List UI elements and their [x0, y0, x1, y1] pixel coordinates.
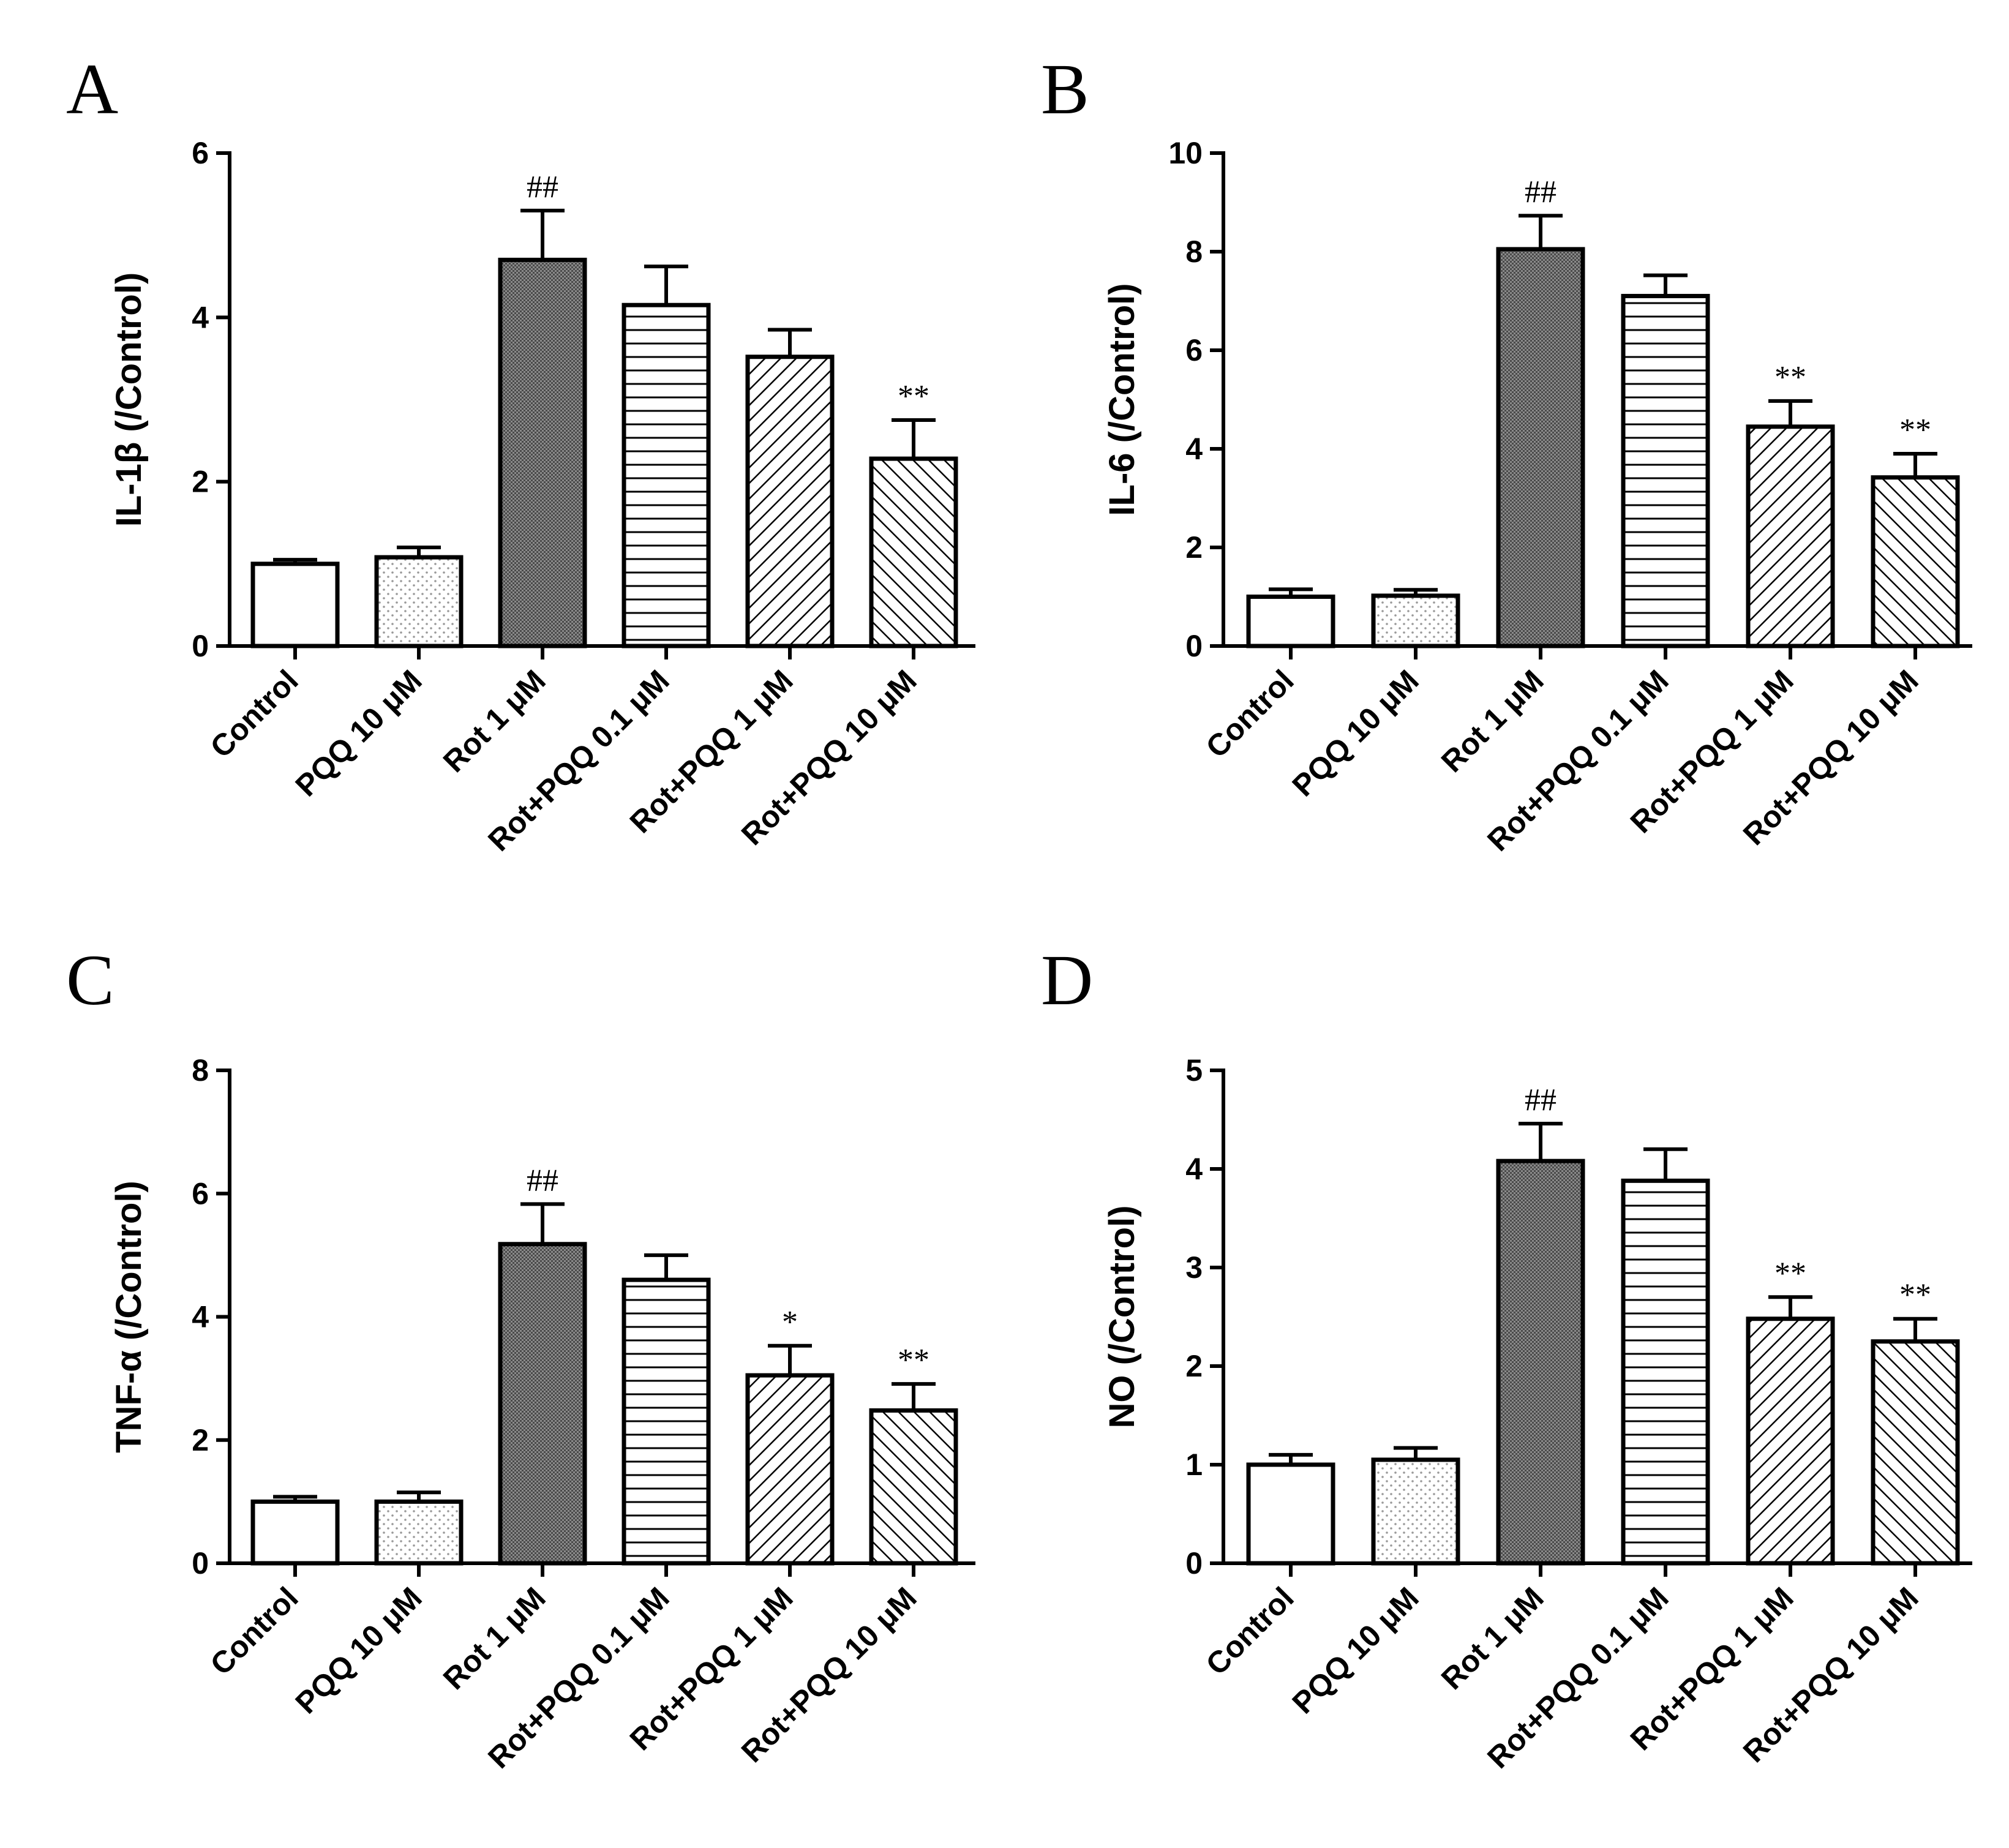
y-tick-label: 8 — [192, 1053, 209, 1087]
y-tick-label: 6 — [192, 1176, 209, 1211]
bar — [1246, 595, 1335, 648]
y-tick-label: 4 — [192, 300, 209, 334]
bar — [621, 302, 711, 648]
bar — [1496, 247, 1585, 648]
y-tick-label: 8 — [1185, 235, 1203, 269]
x-tick-label: PQQ 10 μM — [1286, 663, 1425, 803]
x-tick-label: Control — [204, 663, 305, 764]
y-tick-label: 0 — [1185, 1546, 1203, 1580]
bar — [1871, 1339, 1960, 1566]
y-tick-label: 4 — [1185, 432, 1203, 466]
y-tick-label: 3 — [1185, 1250, 1203, 1285]
y-tick-label: 2 — [192, 465, 209, 499]
significance-label: ## — [527, 170, 558, 205]
significance-label: ## — [1525, 175, 1557, 209]
bar — [374, 555, 464, 648]
bar — [1371, 1457, 1460, 1566]
y-tick-label: 1 — [1185, 1448, 1203, 1482]
panel-letter: A — [66, 49, 118, 129]
bar — [745, 355, 835, 648]
bar — [1621, 1178, 1710, 1566]
bar — [745, 1373, 835, 1566]
significance-label: ** — [1899, 413, 1931, 448]
significance-label: ** — [898, 1343, 929, 1378]
y-axis-title: IL-1β (/Control) — [109, 272, 149, 527]
y-tick-label: 2 — [1185, 530, 1203, 565]
panel-letter: D — [1041, 940, 1093, 1020]
y-axis-title: NO (/Control) — [1102, 1205, 1142, 1428]
y-tick-label: 0 — [1185, 629, 1203, 663]
y-tick-label: 0 — [192, 629, 209, 663]
bar — [1746, 1317, 1835, 1566]
x-tick-label: PQQ 10 μM — [289, 1580, 429, 1720]
x-tick-label: PQQ 10 μM — [1286, 1580, 1425, 1720]
x-tick-label: PQQ 10 μM — [289, 663, 429, 803]
significance-label: ** — [1774, 1256, 1806, 1291]
bar — [250, 562, 340, 648]
bar — [1871, 475, 1960, 648]
x-tick-label: Control — [1200, 1580, 1301, 1681]
y-axis-title: IL-6 (/Control) — [1102, 283, 1142, 516]
x-tick-label: Rot 1 μM — [437, 1580, 552, 1696]
significance-label: ** — [898, 379, 929, 414]
y-tick-label: 6 — [1185, 333, 1203, 367]
bar — [1246, 1462, 1335, 1566]
bar — [374, 1499, 464, 1566]
bar — [869, 456, 958, 648]
panel-letter: B — [1041, 49, 1089, 129]
significance-label: ** — [1774, 360, 1806, 395]
bar — [869, 1408, 958, 1566]
bar — [250, 1499, 340, 1566]
x-tick-label: Rot 1 μM — [1435, 1580, 1550, 1696]
y-tick-label: 0 — [192, 1546, 209, 1580]
x-tick-label: Rot 1 μM — [437, 663, 552, 779]
x-tick-label: Control — [1200, 663, 1301, 764]
y-tick-label: 10 — [1168, 136, 1203, 170]
y-tick-label: 2 — [192, 1423, 209, 1457]
bar — [1621, 293, 1710, 648]
significance-label: ** — [1899, 1278, 1931, 1313]
x-tick-label: Control — [204, 1580, 305, 1681]
bar — [498, 1242, 587, 1566]
panel-letter: C — [66, 940, 115, 1020]
y-tick-label: 5 — [1185, 1053, 1203, 1087]
bar — [1371, 593, 1460, 648]
x-tick-label: Rot 1 μM — [1435, 663, 1550, 779]
significance-label: * — [782, 1305, 798, 1340]
significance-label: ## — [527, 1163, 558, 1198]
bar — [1496, 1159, 1585, 1566]
bar — [621, 1277, 711, 1566]
y-tick-label: 2 — [1185, 1349, 1203, 1383]
y-tick-label: 6 — [192, 136, 209, 170]
y-tick-label: 4 — [192, 1300, 209, 1334]
y-tick-label: 4 — [1185, 1152, 1203, 1186]
bar — [1746, 424, 1835, 648]
y-axis-title: TNF-α (/Control) — [109, 1181, 149, 1453]
bar — [498, 257, 587, 648]
significance-label: ## — [1525, 1083, 1557, 1117]
